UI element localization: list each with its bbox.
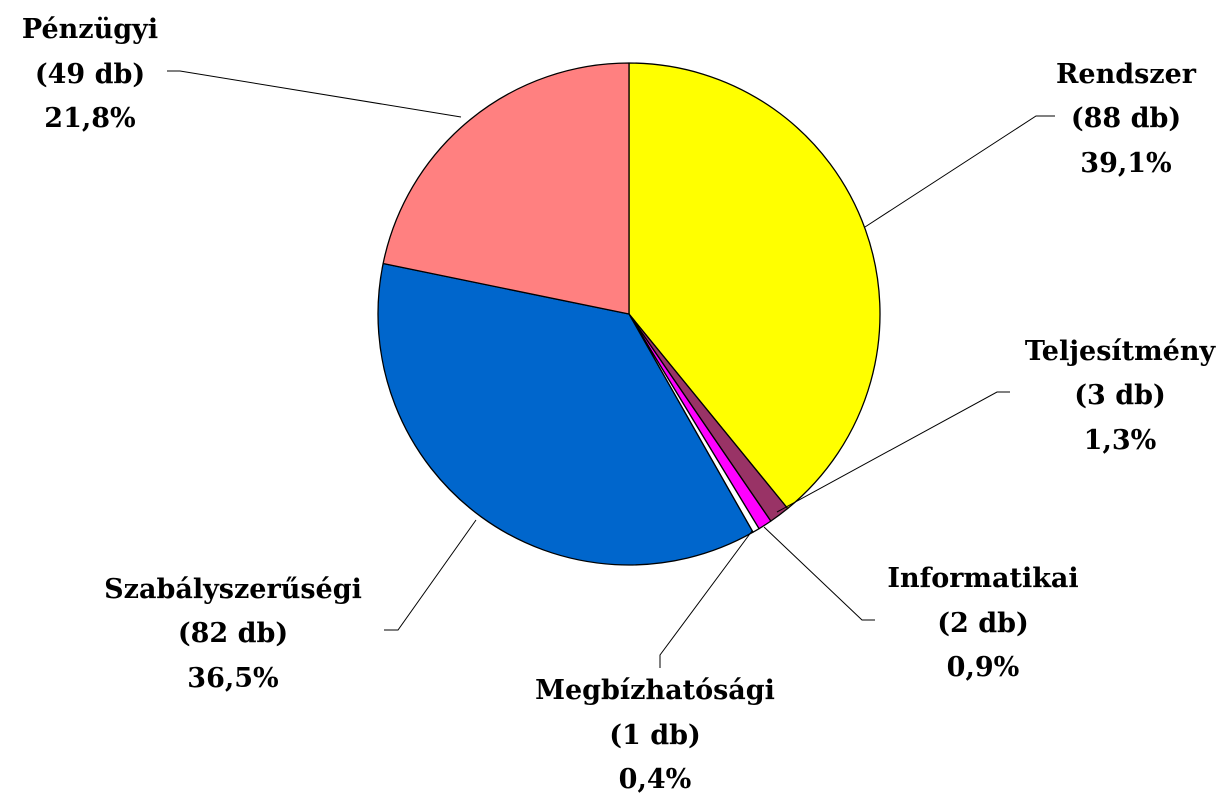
- slice-name-label-informatikai: Informatikai: [887, 563, 1078, 594]
- slice-count-label-szabalyszerusegi: (82 db): [178, 618, 288, 649]
- slice-percent-label-megbizhatosagi: 0,4%: [619, 764, 692, 795]
- slice-count-label-teljesitmeny: (3 db): [1074, 380, 1166, 411]
- leader-line-penzugyi: [167, 70, 462, 118]
- slice-name-label-penzugyi: Pénzügyi: [22, 14, 158, 45]
- slice-percent-label-rendszer: 39,1%: [1080, 148, 1171, 179]
- slice-count-label-rendszer: (88 db): [1071, 103, 1181, 134]
- slice-name-label-rendszer: Rendszer: [1056, 59, 1197, 90]
- leader-line-szabalyszerusegi: [384, 519, 477, 631]
- slice-count-label-penzugyi: (49 db): [35, 59, 145, 90]
- slice-percent-label-szabalyszerusegi: 36,5%: [187, 663, 278, 694]
- leader-line-rendszer: [864, 115, 1055, 228]
- slice-name-label-teljesitmeny: Teljesítmény: [1025, 336, 1217, 367]
- pie-slices: [377, 62, 881, 566]
- leader-line-megbizhatosagi: [659, 530, 753, 668]
- leader-lines: [167, 70, 1055, 668]
- slice-name-label-megbizhatosagi: Megbízhatósági: [535, 675, 775, 706]
- slice-labels: Rendszer (88 db) 39,1% Teljesítmény (3 db) 1,…: [22, 14, 1217, 795]
- slice-count-label-informatikai: (2 db): [937, 608, 1029, 639]
- slice-percent-label-penzugyi: 21,8%: [44, 103, 135, 134]
- slice-count-label-megbizhatosagi: (1 db): [609, 720, 701, 751]
- pie-slice-rendszer: [628, 62, 881, 510]
- pie-slice-penzugyi: [382, 62, 630, 315]
- leader-line-informatikai: [763, 526, 875, 621]
- leader-line-teljesitmeny: [776, 391, 1010, 513]
- slice-name-label-szabalyszerusegi: Szabályszerűségi: [104, 574, 362, 605]
- slice-percent-label-teljesitmeny: 1,3%: [1084, 425, 1157, 456]
- slice-percent-label-informatikai: 0,9%: [947, 652, 1020, 683]
- pie-slice-szabalyszerusegi: [377, 262, 754, 566]
